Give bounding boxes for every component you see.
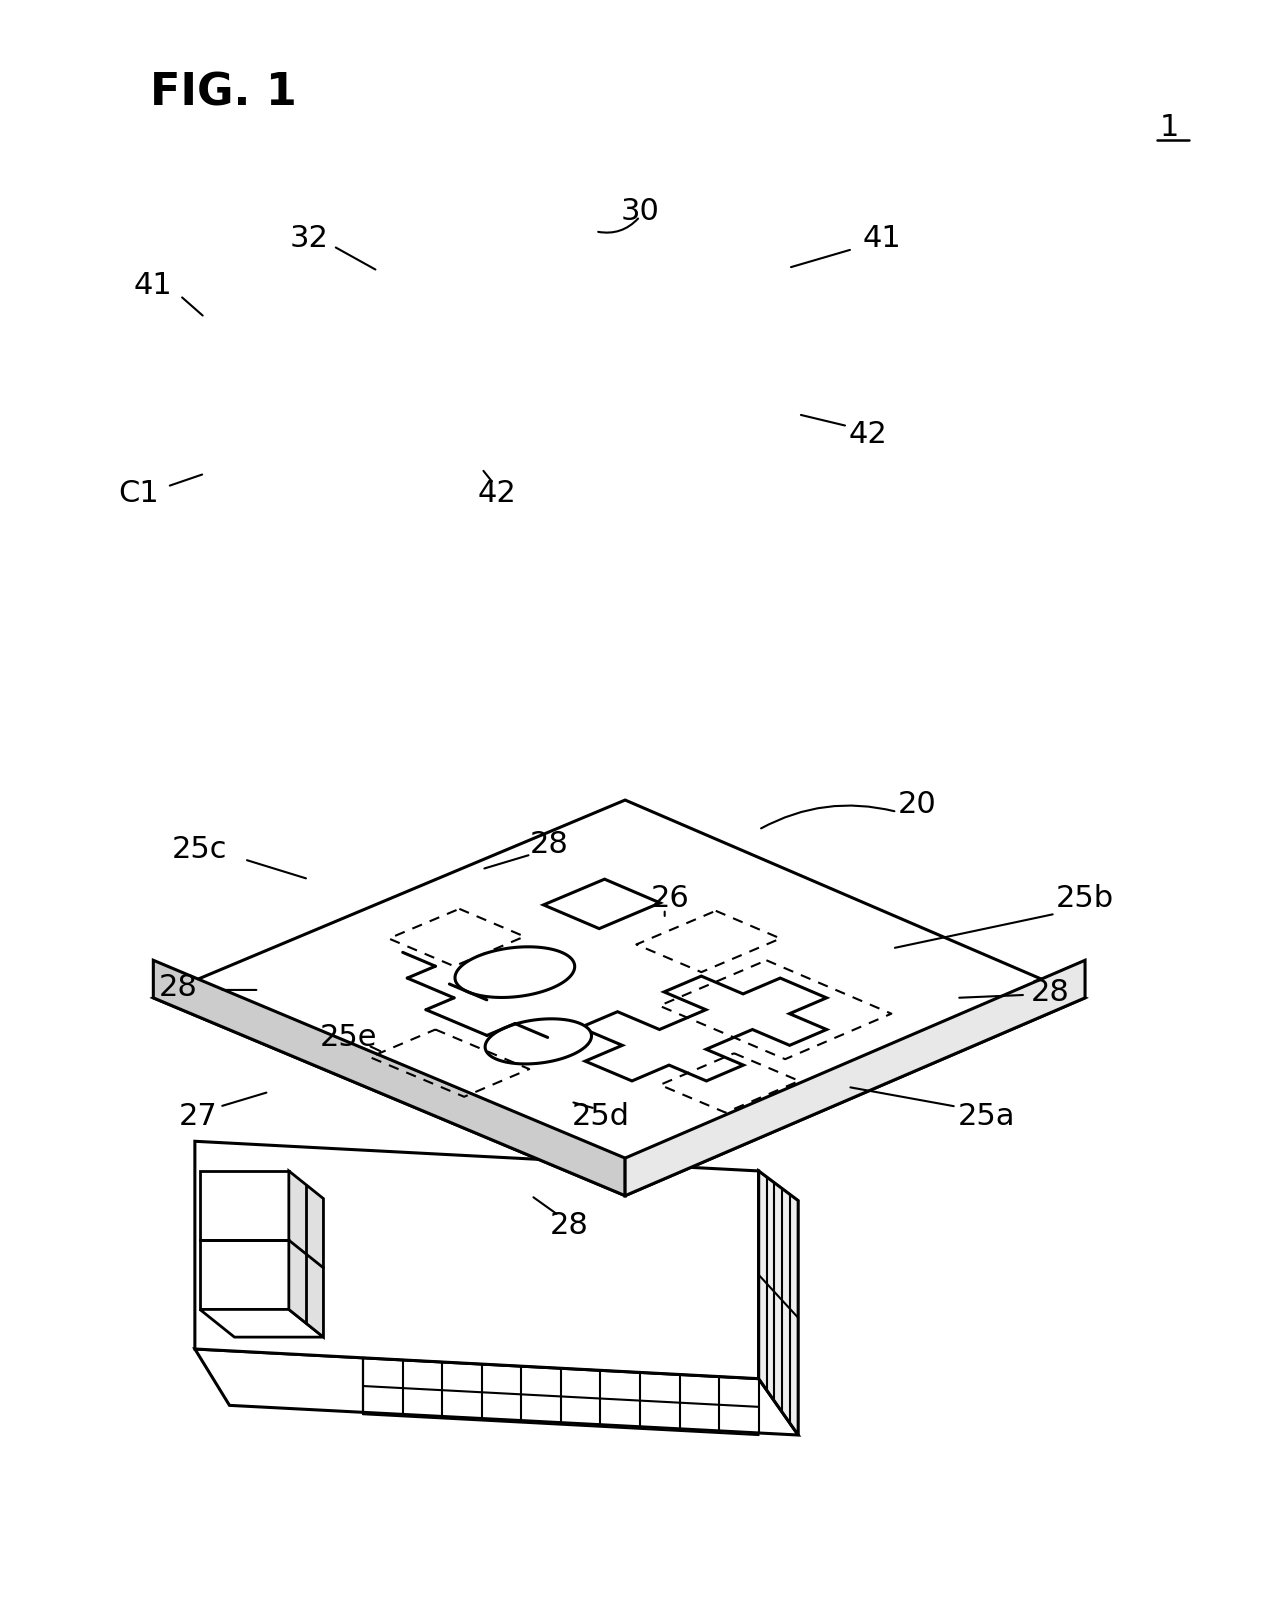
Text: 28: 28 (159, 974, 197, 1003)
Polygon shape (485, 1019, 592, 1064)
Text: 30: 30 (620, 198, 659, 227)
Text: 42: 42 (477, 479, 516, 508)
Polygon shape (200, 1310, 323, 1337)
Polygon shape (200, 1172, 289, 1241)
Text: 42: 42 (848, 419, 887, 448)
Polygon shape (759, 1172, 798, 1435)
Text: 20: 20 (897, 791, 936, 820)
Text: 27: 27 (178, 1102, 218, 1131)
Polygon shape (625, 961, 1085, 1196)
Text: 32: 32 (289, 223, 328, 252)
Text: 26: 26 (651, 884, 689, 913)
Text: 41: 41 (134, 272, 173, 301)
Text: 28: 28 (1031, 979, 1069, 1008)
Text: 25c: 25c (172, 836, 228, 865)
Text: C1: C1 (118, 479, 159, 508)
Text: 28: 28 (530, 831, 569, 860)
Text: 25e: 25e (320, 1024, 377, 1053)
Text: 41: 41 (863, 223, 901, 252)
Text: 25d: 25d (572, 1102, 629, 1131)
Polygon shape (195, 1348, 798, 1435)
Polygon shape (153, 961, 625, 1196)
Polygon shape (454, 947, 574, 998)
Text: 25a: 25a (957, 1102, 1015, 1131)
Polygon shape (580, 975, 826, 1082)
Text: 28: 28 (550, 1210, 588, 1241)
Polygon shape (289, 1172, 323, 1337)
Text: 25b: 25b (1057, 884, 1114, 913)
Polygon shape (153, 800, 1085, 1196)
Polygon shape (200, 1241, 289, 1310)
Text: FIG. 1: FIG. 1 (150, 71, 297, 114)
Polygon shape (544, 879, 661, 929)
Text: 1: 1 (1160, 112, 1179, 141)
Polygon shape (195, 1141, 759, 1379)
